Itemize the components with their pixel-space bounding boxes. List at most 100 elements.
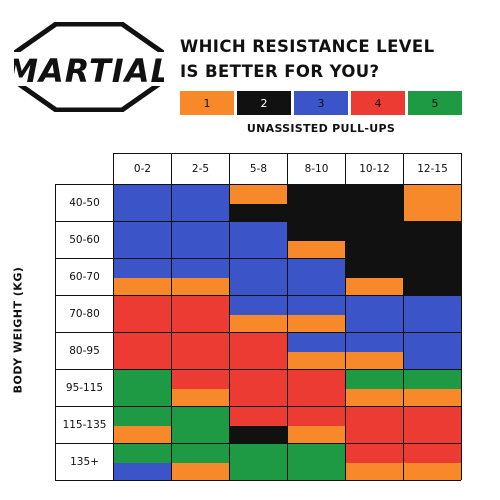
grid-line-horizontal: [55, 184, 461, 185]
logo-text: MARTIAL: [14, 52, 164, 90]
cell-level-4: [171, 332, 229, 369]
cell-level-5: [345, 369, 403, 389]
grid-line-horizontal: [55, 406, 461, 407]
grid-line-horizontal: [55, 295, 461, 296]
cell-level-1: [403, 184, 461, 221]
cell-level-2: [345, 258, 403, 278]
grid-line-horizontal: [55, 480, 461, 481]
cell-level-3: [229, 258, 287, 295]
cell-level-1: [345, 352, 403, 369]
legend-caption: UNASSISTED PULL-UPS: [246, 122, 396, 135]
cell-level-5: [229, 443, 287, 480]
cell-level-4: [403, 406, 461, 443]
cell-level-4: [229, 406, 287, 426]
cell-level-2: [229, 426, 287, 443]
legend-level-1: 1: [180, 91, 234, 115]
title-line-2: IS BETTER FOR YOU?: [180, 62, 380, 81]
cell-level-1: [345, 463, 403, 480]
cell-level-1: [287, 241, 345, 258]
cell-level-3: [345, 332, 403, 352]
cell-level-1: [345, 389, 403, 406]
column-header: 8-10: [287, 153, 346, 185]
column-header: 0-2: [113, 153, 172, 185]
cell-level-4: [171, 295, 229, 332]
cell-level-1: [171, 278, 229, 295]
cell-level-5: [113, 369, 171, 406]
grid-line-vertical: [403, 153, 404, 480]
cell-level-2: [403, 258, 461, 295]
grid-line-vertical: [345, 153, 346, 480]
cell-level-2: [229, 204, 287, 221]
row-header: 115-135: [55, 406, 114, 444]
cell-level-4: [113, 295, 171, 332]
grid-line-horizontal: [55, 221, 461, 222]
cell-level-4: [287, 406, 345, 426]
row-header: 135+: [55, 443, 114, 481]
cell-level-1: [113, 426, 171, 443]
column-header: 10-12: [345, 153, 404, 185]
cell-level-1: [287, 426, 345, 443]
row-header: 95-115: [55, 369, 114, 407]
cell-level-3: [113, 221, 171, 258]
cell-level-5: [287, 443, 345, 480]
cell-level-2: [345, 184, 403, 221]
cell-level-3: [229, 221, 287, 258]
grid-line-horizontal: [55, 258, 461, 259]
logo-backing: [14, 52, 164, 86]
cell-level-2: [403, 221, 461, 258]
martial-logo: MARTIAL: [14, 22, 164, 112]
cell-level-3: [113, 184, 171, 221]
cell-level-4: [229, 369, 287, 406]
cell-level-5: [171, 406, 229, 443]
cell-level-1: [171, 463, 229, 480]
cell-level-3: [345, 295, 403, 332]
cell-level-1: [113, 278, 171, 295]
cell-level-1: [229, 184, 287, 204]
cell-level-4: [287, 369, 345, 406]
cell-level-3: [287, 258, 345, 295]
grid-line-vertical: [113, 153, 114, 480]
row-header: 60-70: [55, 258, 114, 296]
grid-line-horizontal: [55, 332, 461, 333]
grid-line-vertical: [287, 153, 288, 480]
cell-level-3: [287, 295, 345, 315]
cell-level-3: [403, 295, 461, 332]
legend-level-3: 3: [294, 91, 348, 115]
cell-level-4: [345, 406, 403, 443]
cell-level-3: [113, 463, 171, 480]
cell-level-1: [229, 315, 287, 332]
column-header: 12-15: [403, 153, 462, 185]
y-axis-label: BODY WEIGHT (KG): [11, 266, 25, 394]
cell-level-2: [287, 184, 345, 221]
cell-level-1: [345, 278, 403, 295]
column-header: 2-5: [171, 153, 230, 185]
row-header: 70-80: [55, 295, 114, 333]
row-header: 50-60: [55, 221, 114, 259]
cell-level-3: [171, 221, 229, 258]
column-header: 5-8: [229, 153, 288, 185]
cell-level-5: [171, 443, 229, 463]
cell-level-5: [403, 369, 461, 389]
cell-level-3: [171, 184, 229, 221]
grid-line-horizontal: [55, 369, 461, 370]
cell-level-5: [113, 443, 171, 463]
cell-level-1: [403, 463, 461, 480]
row-header: 40-50: [55, 184, 114, 222]
cell-level-3: [113, 258, 171, 278]
legend-level-5: 5: [408, 91, 462, 115]
cell-level-4: [229, 332, 287, 369]
cell-level-1: [403, 389, 461, 406]
cell-level-4: [345, 443, 403, 463]
grid-line-horizontal: [55, 443, 461, 444]
legend-level-2: 2: [237, 91, 291, 115]
row-header: 80-95: [55, 332, 114, 370]
legend-level-4: 4: [351, 91, 405, 115]
cell-level-2: [287, 221, 345, 241]
cell-level-3: [287, 332, 345, 352]
grid-line-vertical: [171, 153, 172, 480]
page-title: WHICH RESISTANCE LEVEL IS BETTER FOR YOU…: [180, 34, 480, 84]
cell-level-1: [171, 389, 229, 406]
cell-level-4: [171, 369, 229, 389]
cell-level-3: [403, 332, 461, 369]
